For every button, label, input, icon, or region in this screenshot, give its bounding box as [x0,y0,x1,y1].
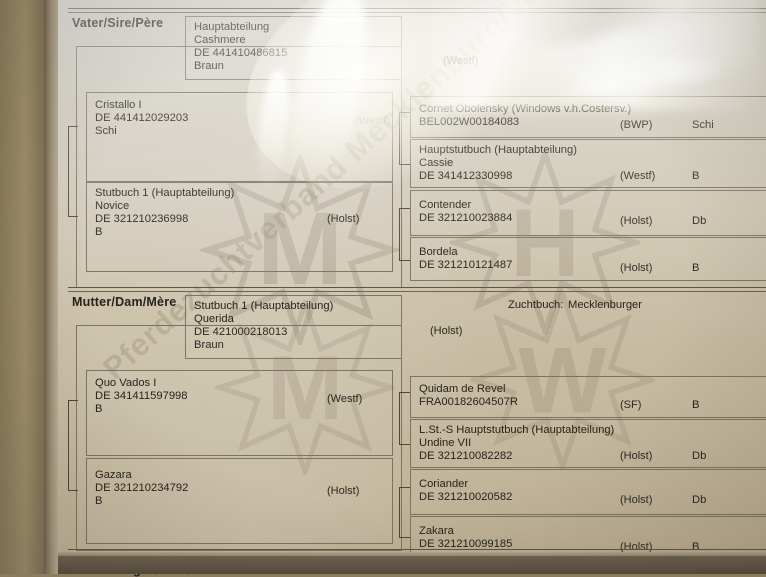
sire-grandparent-1-box: Cornet Obolensky (Windows v.h.Costersv.)… [410,96,766,138]
sire-parents-bracket [68,126,78,217]
dam-grandparent-1-breed: (SF) [620,399,642,411]
dam-parent-2-box: Gazara DE 321210234792 B (Holst) [86,458,393,544]
sire-breed: (Westf) [443,55,479,67]
sire-parent-1-color: Schi [95,125,117,137]
sire-parent-2-color: B [95,226,103,238]
dam-parent-1-name: Quo Vados I [95,377,157,389]
sire-grandparent-4-id: DE 321210121487 [419,259,513,271]
sire-gp-bracket-upper [399,112,410,165]
sire-register: Hauptabteilung [194,21,270,33]
dam-grandparent-1-name: Quidam de Revel [419,383,506,395]
dam-parent-1-id: DE 341411597998 [95,390,188,402]
sire-parent-2-id: DE 321210236998 [95,213,189,225]
dam-grandparent-2-name: Undine VII [419,437,472,449]
dam-grandparent-3-id: DE 321210020582 [419,491,513,503]
dam-section-top-rule [68,287,766,292]
dam-grandparent-2-register: L.St.-S Hauptstutbuch (Hauptabteilung) [419,424,615,436]
paper-left-edge [44,0,60,574]
sire-grandparent-4-name: Bordela [419,246,458,258]
dam-parent-2-breed: (Holst) [327,485,360,497]
dam-grandparent-2-box: L.St.-S Hauptstutbuch (Hauptabteilung) U… [410,419,766,468]
sire-grandparent-3-colorcode: Db [692,215,707,227]
dam-parent-1-color: B [95,403,103,415]
sire-parent-2-register: Stutbuch 1 (Hauptabteilung) [95,187,235,199]
sire-grandparent-4-breed: (Holst) [620,262,653,274]
dam-grandparent-1-id: FRA00182604507R [419,396,518,408]
dam-grandparent-2-breed: (Holst) [620,450,653,462]
sire-parent-2-name: Novice [95,200,130,212]
dam-grandparent-1-colorcode: B [692,399,700,411]
sire-grandparent-1-breed: (BWP) [620,119,653,131]
sire-section-label: Vater/Sire/Père [72,16,164,30]
dam-breed: (Holst) [430,325,463,337]
sire-grandparent-1-colorcode: Schi [692,119,714,131]
sire-grandparent-3-id: DE 321210023884 [419,212,513,224]
sire-grandparent-3-breed: (Holst) [620,215,653,227]
dam-parents-bracket [68,400,78,491]
dam-grandparent-4-name: Zakara [419,525,454,537]
dam-grandparent-4-id: DE 321210099185 [419,538,513,550]
dam-parent-2-color: B [95,495,103,507]
dam-register: Stutbuch 1 (Hauptabteilung) [194,300,334,312]
sire-grandparent-4-box: Bordela DE 321210121487 (Holst) B [410,237,766,281]
dam-gp-bracket-lower [399,487,410,538]
dam-grandparent-3-colorcode: Db [692,494,707,506]
sire-grandparent-1-id: BEL002W00184083 [419,116,520,128]
sire-parent-1-name: Cristallo I [95,99,142,111]
sire-grandparent-2-breed: (Westf) [620,170,656,182]
sire-grandparent-2-register: Hauptstutbuch (Hauptabteilung) [419,144,577,156]
sire-parent-2-breed: (Holst) [327,213,360,225]
dam-name: Querida [194,313,234,325]
sire-grandparent-3-name: Contender [419,199,472,211]
dam-gp-bracket-upper [399,392,410,445]
dam-grandparent-2-id: DE 321210082282 [419,450,513,462]
photo-left-gutter [0,0,46,574]
sire-grandparent-2-colorcode: B [692,170,700,182]
dam-color: Braun [194,339,224,351]
sire-grandparent-4-colorcode: B [692,262,700,274]
sire-parent-1-id: DE 441412029203 [95,112,189,124]
dam-studbook-label: Zuchtbuch: [508,299,564,311]
sire-grandparent-1-name: Cornet Obolensky (Windows v.h.Costersv.) [419,103,632,115]
dam-grandparent-3-breed: (Holst) [620,494,653,506]
sire-grandparent-3-box: Contender DE 321210023884 (Holst) Db [410,190,766,236]
dam-grandparent-2-colorcode: Db [692,450,707,462]
dam-studbook-value: Mecklenburger [568,299,642,311]
dam-parents-container [76,325,402,551]
dam-parent-2-name: Gazara [95,469,132,481]
sire-parent-2-box: Stutbuch 1 (Hauptabteilung) Novice DE 32… [86,182,393,272]
sire-section-top-rule [68,8,766,13]
dam-parent-1-breed: (Westf) [327,393,363,405]
dam-section-label: Mutter/Dam/Mère [72,295,177,309]
dam-grandparent-4-colorcode: B [692,541,700,553]
dam-parent-1-box: Quo Vados I DE 341411597998 B (Westf) [86,370,393,456]
sire-grandparent-2-name: Cassie [419,157,454,169]
sire-grandparent-2-box: Hauptstutbuch (Hauptabteilung) Cassie DE… [410,139,766,188]
paper-bottom-edge-dark [58,556,766,574]
dam-parent-2-id: DE 321210234792 [95,482,189,494]
pedigree-sheet: Vater/Sire/Père Hauptabteilung Cashmere … [58,0,766,577]
dam-grandparent-4-breed: (Holst) [620,541,653,553]
dam-grandparent-3-name: Coriander [419,478,469,490]
dam-grandparent-1-box: Quidam de Revel FRA00182604507R (SF) B [410,376,766,418]
sire-grandparent-2-id: DE 341412330998 [419,170,513,182]
dam-id: DE 421000218013 [194,326,288,338]
sire-gp-bracket-lower [399,208,410,261]
sire-parent-1-breed: (Westf) [355,115,391,127]
dam-grandparent-3-box: Coriander DE 321210020582 (Holst) Db [410,469,766,515]
sire-parent-1-box: Cristallo I DE 441412029203 Schi (Westf) [86,92,393,182]
paper-bottom-edge-light [58,552,766,557]
